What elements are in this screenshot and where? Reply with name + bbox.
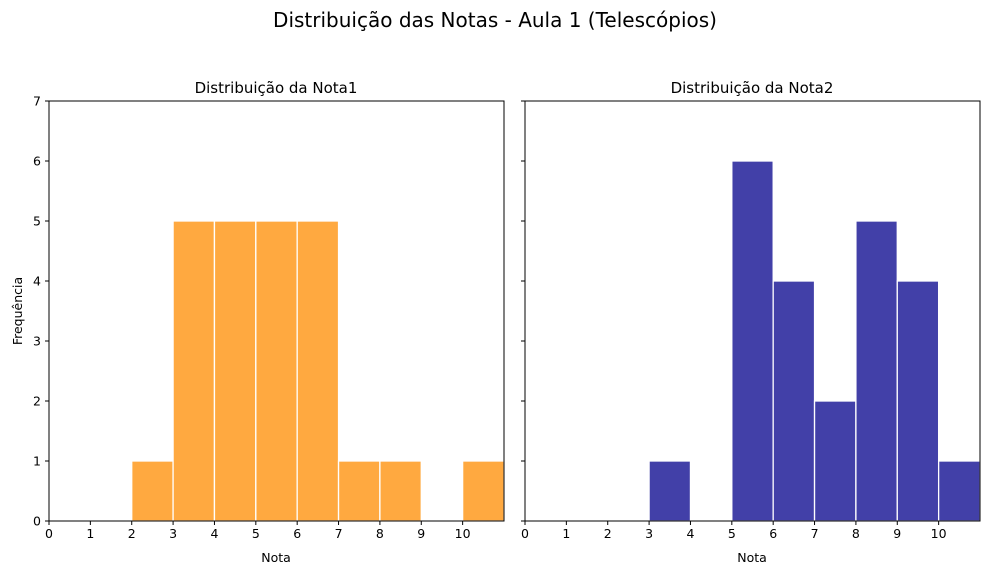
y-tick-label: 0: [33, 514, 41, 529]
histogram-bar: [896, 280, 940, 522]
x-tick-label: 4: [210, 526, 218, 541]
bars-nota2: [648, 160, 981, 522]
y-tick-label: 6: [33, 154, 41, 169]
x-tick-label: 5: [252, 526, 260, 541]
x-tick-label: 9: [893, 526, 901, 541]
x-tick-label: 2: [128, 526, 136, 541]
y-tick-label: 4: [33, 274, 41, 289]
x-tick-label: 8: [852, 526, 860, 541]
histogram-bar: [255, 220, 298, 522]
x-tick-label: 5: [728, 526, 736, 541]
x-tick-label: 1: [562, 526, 570, 541]
x-tick-label: 4: [686, 526, 694, 541]
x-tick-label: 6: [293, 526, 301, 541]
plot-frame-nota1: [48, 100, 505, 522]
x-ticks-nota1: 0 1 2 3 4 5 6 7 8 9 10: [45, 521, 471, 541]
x-axis-label-nota1: Nota: [261, 550, 291, 565]
histogram-bar: [296, 220, 340, 522]
histogram-bar: [937, 460, 981, 522]
x-tick-label: 9: [417, 526, 425, 541]
y-ticks-nota1: 0 1 2 3 4 5 6 7: [33, 94, 49, 529]
histogram-bar: [213, 220, 257, 522]
x-tick-label: 0: [45, 526, 53, 541]
x-tick-label: 2: [604, 526, 612, 541]
histogram-bar: [772, 280, 816, 522]
histogram-bar: [131, 460, 174, 522]
figure-title: Distribuição das Notas - Aula 1 (Telescó…: [273, 8, 717, 32]
y-tick-label: 1: [33, 454, 41, 469]
x-tick-label: 6: [769, 526, 777, 541]
panel-title-nota2: Distribuição da Nota2: [671, 79, 834, 97]
x-axis-label-nota2: Nota: [737, 550, 767, 565]
bars-nota1: [131, 220, 505, 522]
x-tick-label: 0: [521, 526, 529, 541]
x-tick-label: 3: [169, 526, 177, 541]
panel-nota2: Distribuição da Nota2 0 1 2 3 4 5 6 7 8 9 10 Nota: [521, 79, 981, 565]
y-tick-label: 7: [33, 94, 41, 109]
y-tick-label: 2: [33, 394, 41, 409]
y-axis-label-nota1: Frequência: [10, 277, 25, 345]
panel-title-nota1: Distribuição da Nota1: [195, 79, 358, 97]
y-tick-label: 3: [33, 334, 41, 349]
histogram-bar: [461, 460, 505, 522]
x-tick-label: 10: [931, 526, 947, 541]
x-ticks-nota2: 0 1 2 3 4 5 6 7 8 9 10: [521, 521, 947, 541]
histogram-bar: [172, 220, 216, 522]
histogram-bar: [337, 460, 381, 522]
histogram-bar: [855, 220, 898, 522]
histogram-bar: [731, 160, 774, 522]
x-tick-label: 7: [335, 526, 343, 541]
x-tick-label: 7: [811, 526, 819, 541]
y-ticks-nota2: [521, 100, 525, 522]
y-tick-label: 5: [33, 214, 41, 229]
plot-frame-nota2: [524, 100, 981, 522]
x-tick-label: 8: [376, 526, 384, 541]
histogram-bar: [813, 400, 857, 522]
histogram-bar: [379, 460, 422, 522]
histogram-bar: [648, 460, 692, 522]
panel-nota1: Distribuição da Nota1 0 1 2 3 4 5 6 7 8 9 10 0 1 2 3 4…: [10, 79, 505, 565]
x-tick-label: 1: [86, 526, 94, 541]
x-tick-label: 10: [455, 526, 471, 541]
x-tick-label: 3: [645, 526, 653, 541]
